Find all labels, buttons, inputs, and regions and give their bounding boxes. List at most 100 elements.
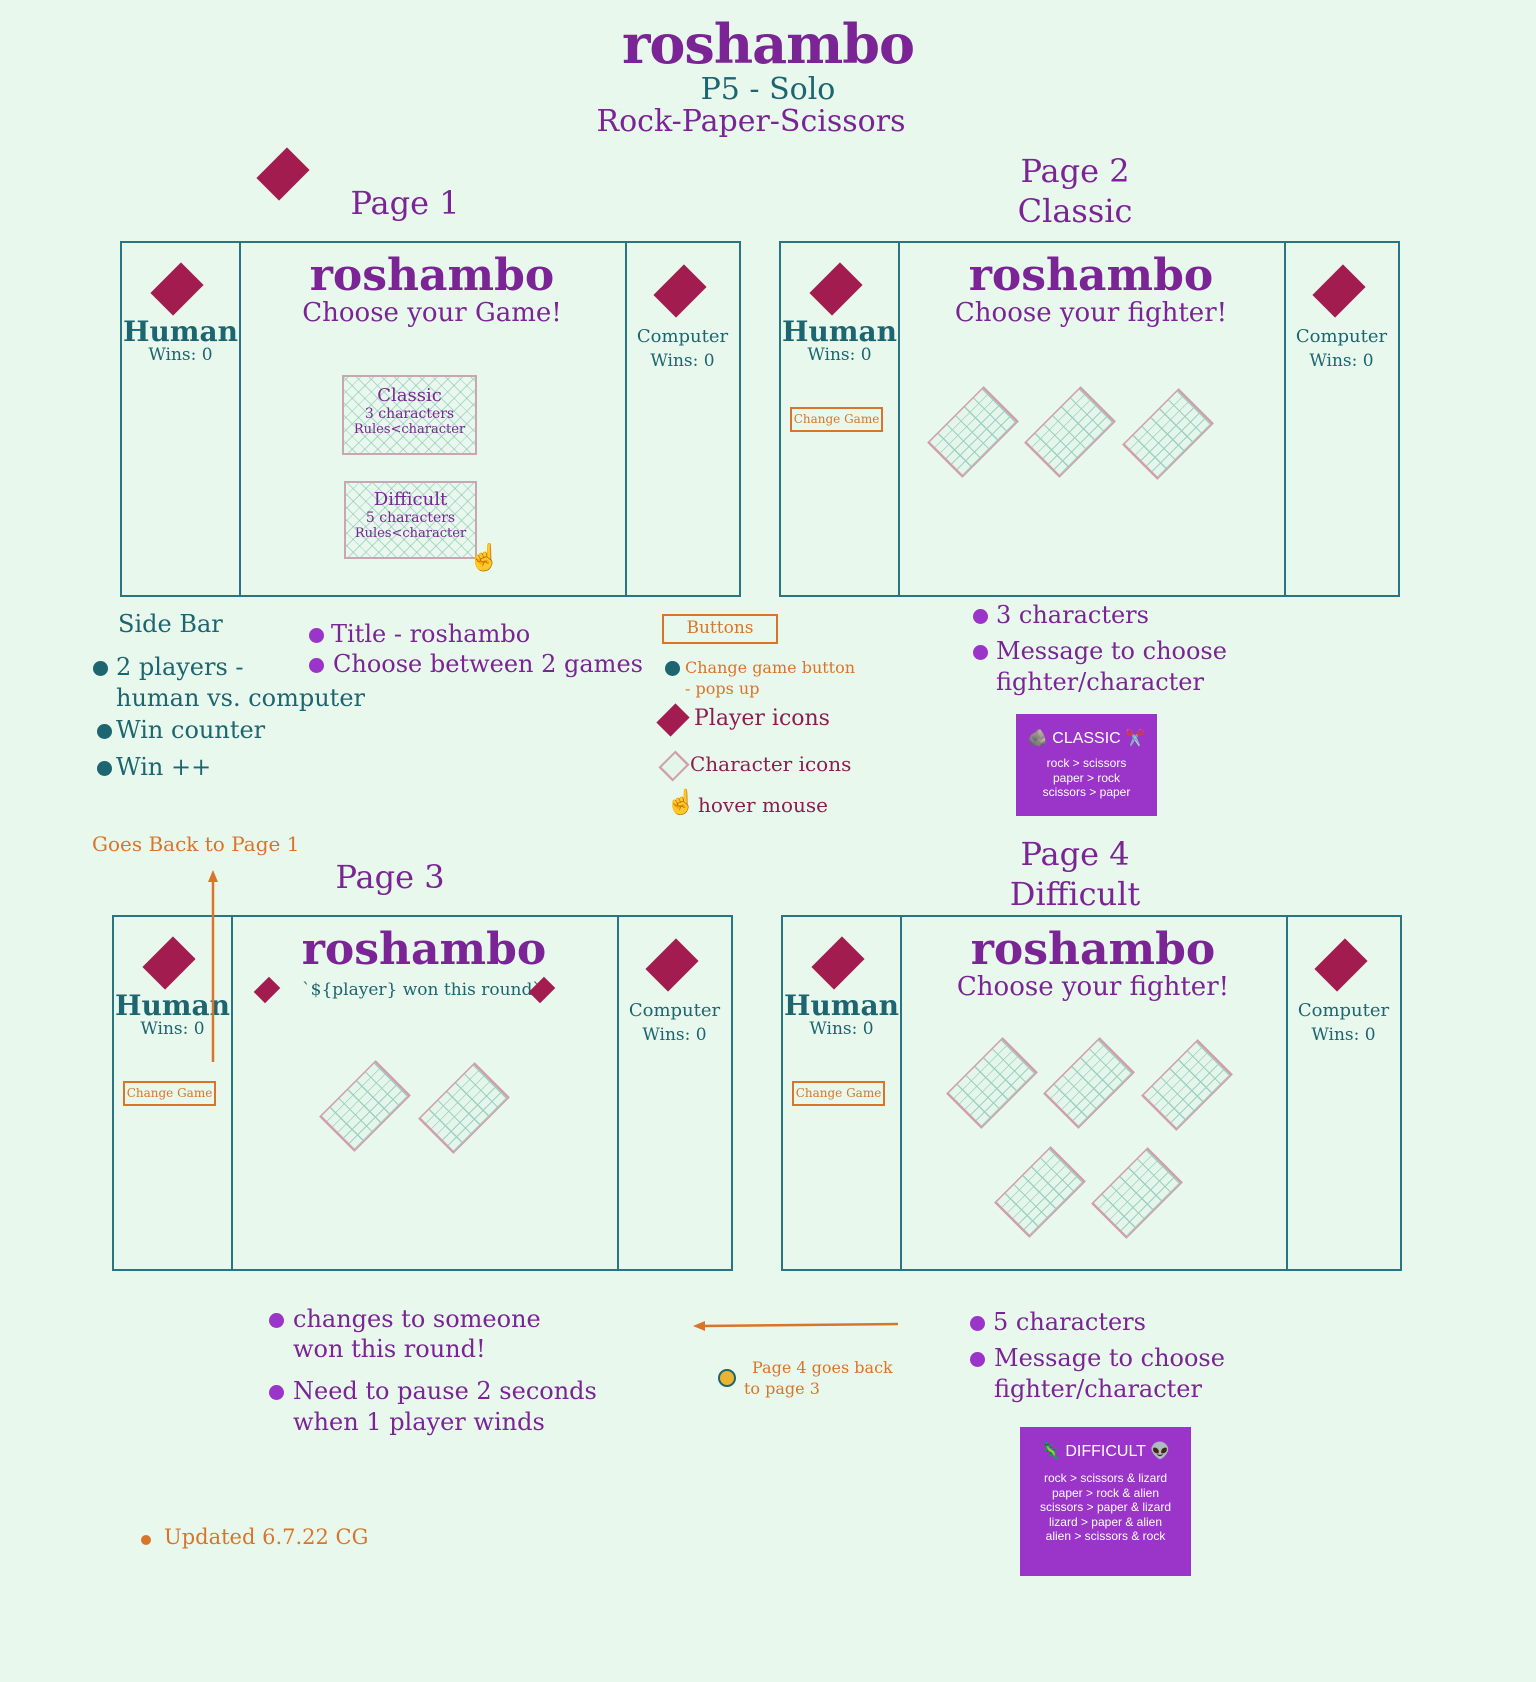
rule-line: paper > rock & alien	[1051, 1485, 1160, 1500]
difficult-rules-box: 🦎 DIFFICULT 👽 rock > scissors & lizard p…	[1020, 1427, 1191, 1576]
page-1-label: Page 1	[350, 184, 460, 222]
rules-heading: 🪨 CLASSIC ✂️	[1027, 730, 1146, 747]
legend-change-game: - pops up	[685, 679, 760, 698]
rule-line: scissors > paper & lizard	[1039, 1500, 1172, 1514]
rule-line: paper > rock	[1052, 770, 1121, 785]
panel-title: roshambo	[968, 250, 1214, 301]
classic-game-card[interactable]: Classic 3 characters Rules<character	[342, 375, 477, 455]
page-4-back-note: to page 3	[744, 1379, 820, 1398]
computer-wins: Wins: 0	[1309, 351, 1374, 371]
human-wins: Wins: 0	[148, 345, 213, 365]
human-wins: Wins: 0	[140, 1019, 205, 1039]
rules-heading: 🦎 DIFFICULT 👽	[1040, 1443, 1171, 1460]
buttons-legend: Buttons	[662, 614, 778, 644]
rule-line: scissors > paper	[1042, 785, 1131, 799]
human-wins: Wins: 0	[807, 345, 872, 365]
sidebar-note: Win ++	[116, 753, 212, 781]
computer-label: Computer	[1295, 326, 1388, 347]
teal-bullet	[97, 761, 112, 776]
round-winner-message: `${player} won this round`	[302, 980, 541, 1000]
page-4-mockup: Human Wins: 0 Change Game roshambo Choos…	[781, 915, 1402, 1271]
page-4-sublabel: Difficult	[1009, 875, 1141, 913]
change-game-button[interactable]: Change Game	[792, 1081, 885, 1106]
character-icon[interactable]	[1091, 1147, 1183, 1239]
back-arrow	[208, 870, 218, 1062]
sidebar-note: 2 players -	[116, 653, 244, 681]
card-name: Difficult	[373, 489, 448, 510]
character-icon[interactable]	[1043, 1037, 1135, 1129]
page-1-mockup: Human Wins: 0 roshambo Choose your Game!…	[120, 241, 741, 597]
card-detail: Rules<character	[354, 526, 467, 541]
rule-line: rock > scissors & lizard	[1043, 1471, 1168, 1485]
purple-bullet	[269, 1385, 284, 1400]
human-label: Human	[782, 315, 897, 348]
card-detail: 5 characters	[365, 510, 456, 526]
character-icon[interactable]	[946, 1037, 1038, 1129]
page-2-mockup: Human Wins: 0 Change Game roshambo Choos…	[779, 241, 1400, 597]
legend-change-game: Change game button	[685, 658, 856, 677]
computer-wins: Wins: 0	[642, 1025, 707, 1045]
character-icon	[658, 750, 690, 782]
main-title: roshambo	[621, 12, 915, 76]
purple-bullet	[269, 1313, 284, 1328]
character-icon[interactable]	[1122, 388, 1214, 480]
teal-bullet	[665, 661, 680, 676]
main-subtitle: P5 - Solo	[700, 72, 836, 107]
computer-wins: Wins: 0	[1311, 1025, 1376, 1045]
human-label: Human	[123, 315, 238, 348]
page-3-label: Page 3	[335, 858, 445, 896]
page-2-note: Message to choose	[996, 637, 1227, 665]
page-3-note: when 1 player winds	[293, 1408, 545, 1436]
computer-wins: Wins: 0	[650, 351, 715, 371]
character-icon[interactable]	[994, 1146, 1086, 1238]
purple-bullet	[973, 609, 988, 624]
card-detail: Rules<character	[353, 422, 466, 437]
panel-title: roshambo	[970, 924, 1216, 975]
page-4-note: Message to choose	[994, 1344, 1225, 1372]
back-to-page-1-note: Goes Back to Page 1	[92, 832, 300, 856]
difficult-game-card[interactable]: Difficult 5 characters Rules<character	[344, 481, 477, 559]
human-label: Human	[115, 989, 230, 1022]
teal-bullet	[97, 724, 112, 739]
panel-title: roshambo	[309, 250, 555, 301]
page-4-back-note: Page 4 goes back	[752, 1358, 893, 1377]
character-icon[interactable]	[927, 386, 1019, 478]
hand-cursor-icon: ☝	[666, 788, 696, 816]
page-2-note: 3 characters	[996, 601, 1149, 629]
rule-line: alien > scissors & rock	[1045, 1529, 1166, 1543]
purple-bullet	[970, 1316, 985, 1331]
page-2-note: fighter/character	[996, 668, 1204, 696]
purple-bullet	[309, 628, 324, 643]
page-1-note: Title - roshambo	[331, 620, 531, 648]
human-wins: Wins: 0	[809, 1019, 874, 1039]
page-3-note: Need to pause 2 seconds	[293, 1377, 597, 1405]
choose-fighter-message: Choose your fighter!	[956, 972, 1230, 1002]
legend-player-icons: Player icons	[694, 706, 830, 731]
change-game-button[interactable]: Change Game	[123, 1081, 216, 1106]
legend-hover: hover mouse	[698, 793, 828, 817]
page-4-note: 5 characters	[993, 1308, 1146, 1336]
main-subtitle-2: Rock-Paper-Scissors	[596, 104, 906, 139]
change-game-button[interactable]: Change Game	[790, 407, 883, 432]
character-icon[interactable]	[1024, 386, 1116, 478]
character-icon[interactable]	[1141, 1039, 1233, 1131]
updated-note: Updated 6.7.22 CG	[164, 1525, 369, 1549]
page-4-note: fighter/character	[994, 1375, 1202, 1403]
gold-bullet	[718, 1369, 736, 1387]
panel-title: roshambo	[301, 924, 547, 975]
human-label: Human	[784, 989, 899, 1022]
card-detail: 3 characters	[364, 406, 455, 422]
purple-bullet	[970, 1352, 985, 1367]
choose-fighter-message: Choose your fighter!	[954, 298, 1228, 328]
purple-bullet	[973, 645, 988, 660]
computer-label: Computer	[636, 326, 729, 347]
computer-label: Computer	[1297, 1000, 1390, 1021]
teal-bullet	[93, 661, 108, 676]
choose-game-message: Choose your Game!	[302, 298, 562, 328]
back-arrow	[693, 1321, 899, 1331]
page-2-sublabel: Classic	[1017, 192, 1133, 230]
card-name: Classic	[377, 385, 442, 406]
orange-bullet	[141, 1535, 151, 1545]
purple-bullet	[309, 658, 324, 673]
sidebar-notes-title: Side Bar	[118, 610, 223, 638]
